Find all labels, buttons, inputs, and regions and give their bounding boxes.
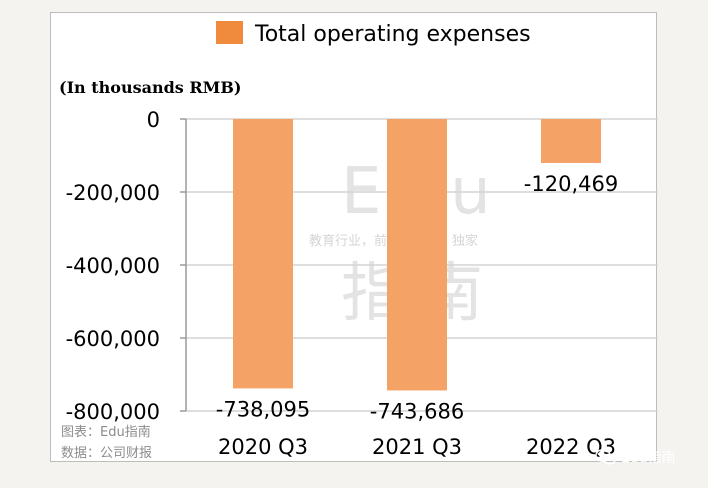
data-labels: -738,095 -743,686 -120,469 (216, 172, 618, 423)
source-data-from: 数据：公司财报 (61, 446, 152, 461)
legend-swatch (216, 21, 243, 44)
chart-card: Edu 教育行业，前沿、深度、独家 指南 Total operating exp… (50, 12, 658, 462)
y-tick-label: -800,000 (66, 400, 160, 424)
badge-text: Edu指南 (621, 450, 676, 466)
data-label: -738,095 (216, 397, 310, 421)
y-tick-label: -600,000 (66, 327, 160, 351)
y-tick-label: -200,000 (66, 181, 160, 205)
y-axis: 0 -200,000 -400,000 -600,000 -800,000 (66, 108, 187, 424)
data-label: -120,469 (524, 172, 618, 196)
y-tick-label: -400,000 (66, 254, 160, 278)
bar-chart: Edu 教育行业，前沿、深度、独家 指南 Total operating exp… (59, 21, 658, 461)
wechat-icon (595, 448, 617, 465)
data-label: -743,686 (370, 399, 464, 423)
wechat-badge: Edu指南 (595, 446, 676, 468)
legend: Total operating expenses (216, 21, 531, 47)
unit-note: (In thousands RMB) (59, 78, 241, 97)
legend-label: Total operating expenses (254, 22, 531, 47)
bars (233, 119, 601, 391)
y-tick-label: 0 (147, 108, 160, 132)
bar (541, 119, 601, 163)
bar (233, 119, 293, 389)
source-chart-by: 图表：Edu指南 (61, 424, 151, 440)
bar (387, 119, 447, 391)
x-tick-label: 2020 Q3 (218, 435, 308, 459)
x-tick-label: 2021 Q3 (372, 435, 462, 459)
x-axis: 2020 Q3 2021 Q3 2022 Q3 (218, 435, 616, 459)
